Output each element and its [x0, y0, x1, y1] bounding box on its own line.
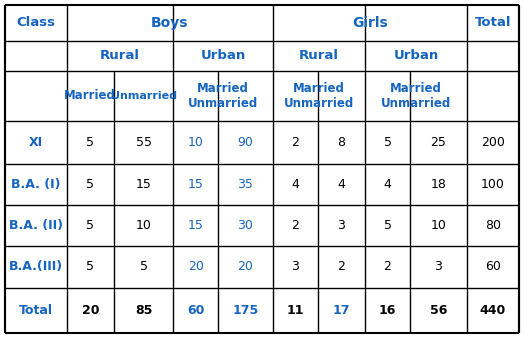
Text: 3: 3 — [291, 261, 299, 273]
Text: 4: 4 — [384, 178, 391, 191]
Text: Girls: Girls — [352, 16, 388, 30]
Text: 3: 3 — [434, 261, 442, 273]
Text: 2: 2 — [291, 219, 299, 232]
Text: 100: 100 — [481, 178, 505, 191]
Text: 5: 5 — [86, 261, 94, 273]
Text: 55: 55 — [136, 136, 151, 149]
Text: 5: 5 — [86, 219, 94, 232]
Text: 2: 2 — [291, 136, 299, 149]
Text: 10: 10 — [136, 219, 151, 232]
Text: 5: 5 — [139, 261, 148, 273]
Text: 2: 2 — [337, 261, 345, 273]
Text: Total: Total — [475, 16, 511, 29]
Text: 3: 3 — [337, 219, 345, 232]
Text: 10: 10 — [431, 219, 446, 232]
Text: Total: Total — [19, 304, 53, 317]
Text: Class: Class — [16, 16, 56, 29]
Text: 30: 30 — [237, 219, 254, 232]
Text: 56: 56 — [430, 304, 447, 317]
Text: 11: 11 — [287, 304, 304, 317]
Text: Urban: Urban — [394, 49, 439, 63]
Text: 2: 2 — [384, 261, 391, 273]
Text: 15: 15 — [188, 219, 204, 232]
Text: Married
Unmarried: Married Unmarried — [381, 82, 451, 110]
Text: XI: XI — [29, 136, 43, 149]
Text: 440: 440 — [480, 304, 506, 317]
Text: 85: 85 — [135, 304, 152, 317]
Text: B.A. (II): B.A. (II) — [9, 219, 63, 232]
Text: 60: 60 — [485, 261, 501, 273]
Text: 5: 5 — [86, 136, 94, 149]
Text: 20: 20 — [82, 304, 99, 317]
Text: 20: 20 — [188, 261, 204, 273]
Text: 4: 4 — [291, 178, 299, 191]
Text: Rural: Rural — [299, 49, 339, 63]
Text: B.A. (I): B.A. (I) — [11, 178, 61, 191]
Text: 80: 80 — [485, 219, 501, 232]
Text: 4: 4 — [337, 178, 345, 191]
Text: 10: 10 — [188, 136, 204, 149]
Text: 35: 35 — [237, 178, 254, 191]
Text: 18: 18 — [431, 178, 446, 191]
Text: 5: 5 — [86, 178, 94, 191]
Text: 90: 90 — [237, 136, 254, 149]
Text: 15: 15 — [188, 178, 204, 191]
Text: Married
Unmarried: Married Unmarried — [283, 82, 354, 110]
Text: Married
Unmarried: Married Unmarried — [188, 82, 258, 110]
Text: 5: 5 — [384, 136, 391, 149]
Text: Boys: Boys — [151, 16, 188, 30]
Text: 25: 25 — [431, 136, 446, 149]
Text: 60: 60 — [187, 304, 204, 317]
Text: Unmarried: Unmarried — [111, 91, 177, 101]
Text: 5: 5 — [384, 219, 391, 232]
Text: 175: 175 — [232, 304, 258, 317]
Text: Rural: Rural — [100, 49, 140, 63]
Text: B.A.(III): B.A.(III) — [9, 261, 63, 273]
Text: Urban: Urban — [200, 49, 246, 63]
Text: 15: 15 — [136, 178, 151, 191]
Text: 8: 8 — [337, 136, 345, 149]
Text: 20: 20 — [237, 261, 254, 273]
Text: 200: 200 — [481, 136, 505, 149]
Text: Married: Married — [64, 90, 116, 102]
Text: 16: 16 — [379, 304, 396, 317]
Text: 17: 17 — [333, 304, 350, 317]
